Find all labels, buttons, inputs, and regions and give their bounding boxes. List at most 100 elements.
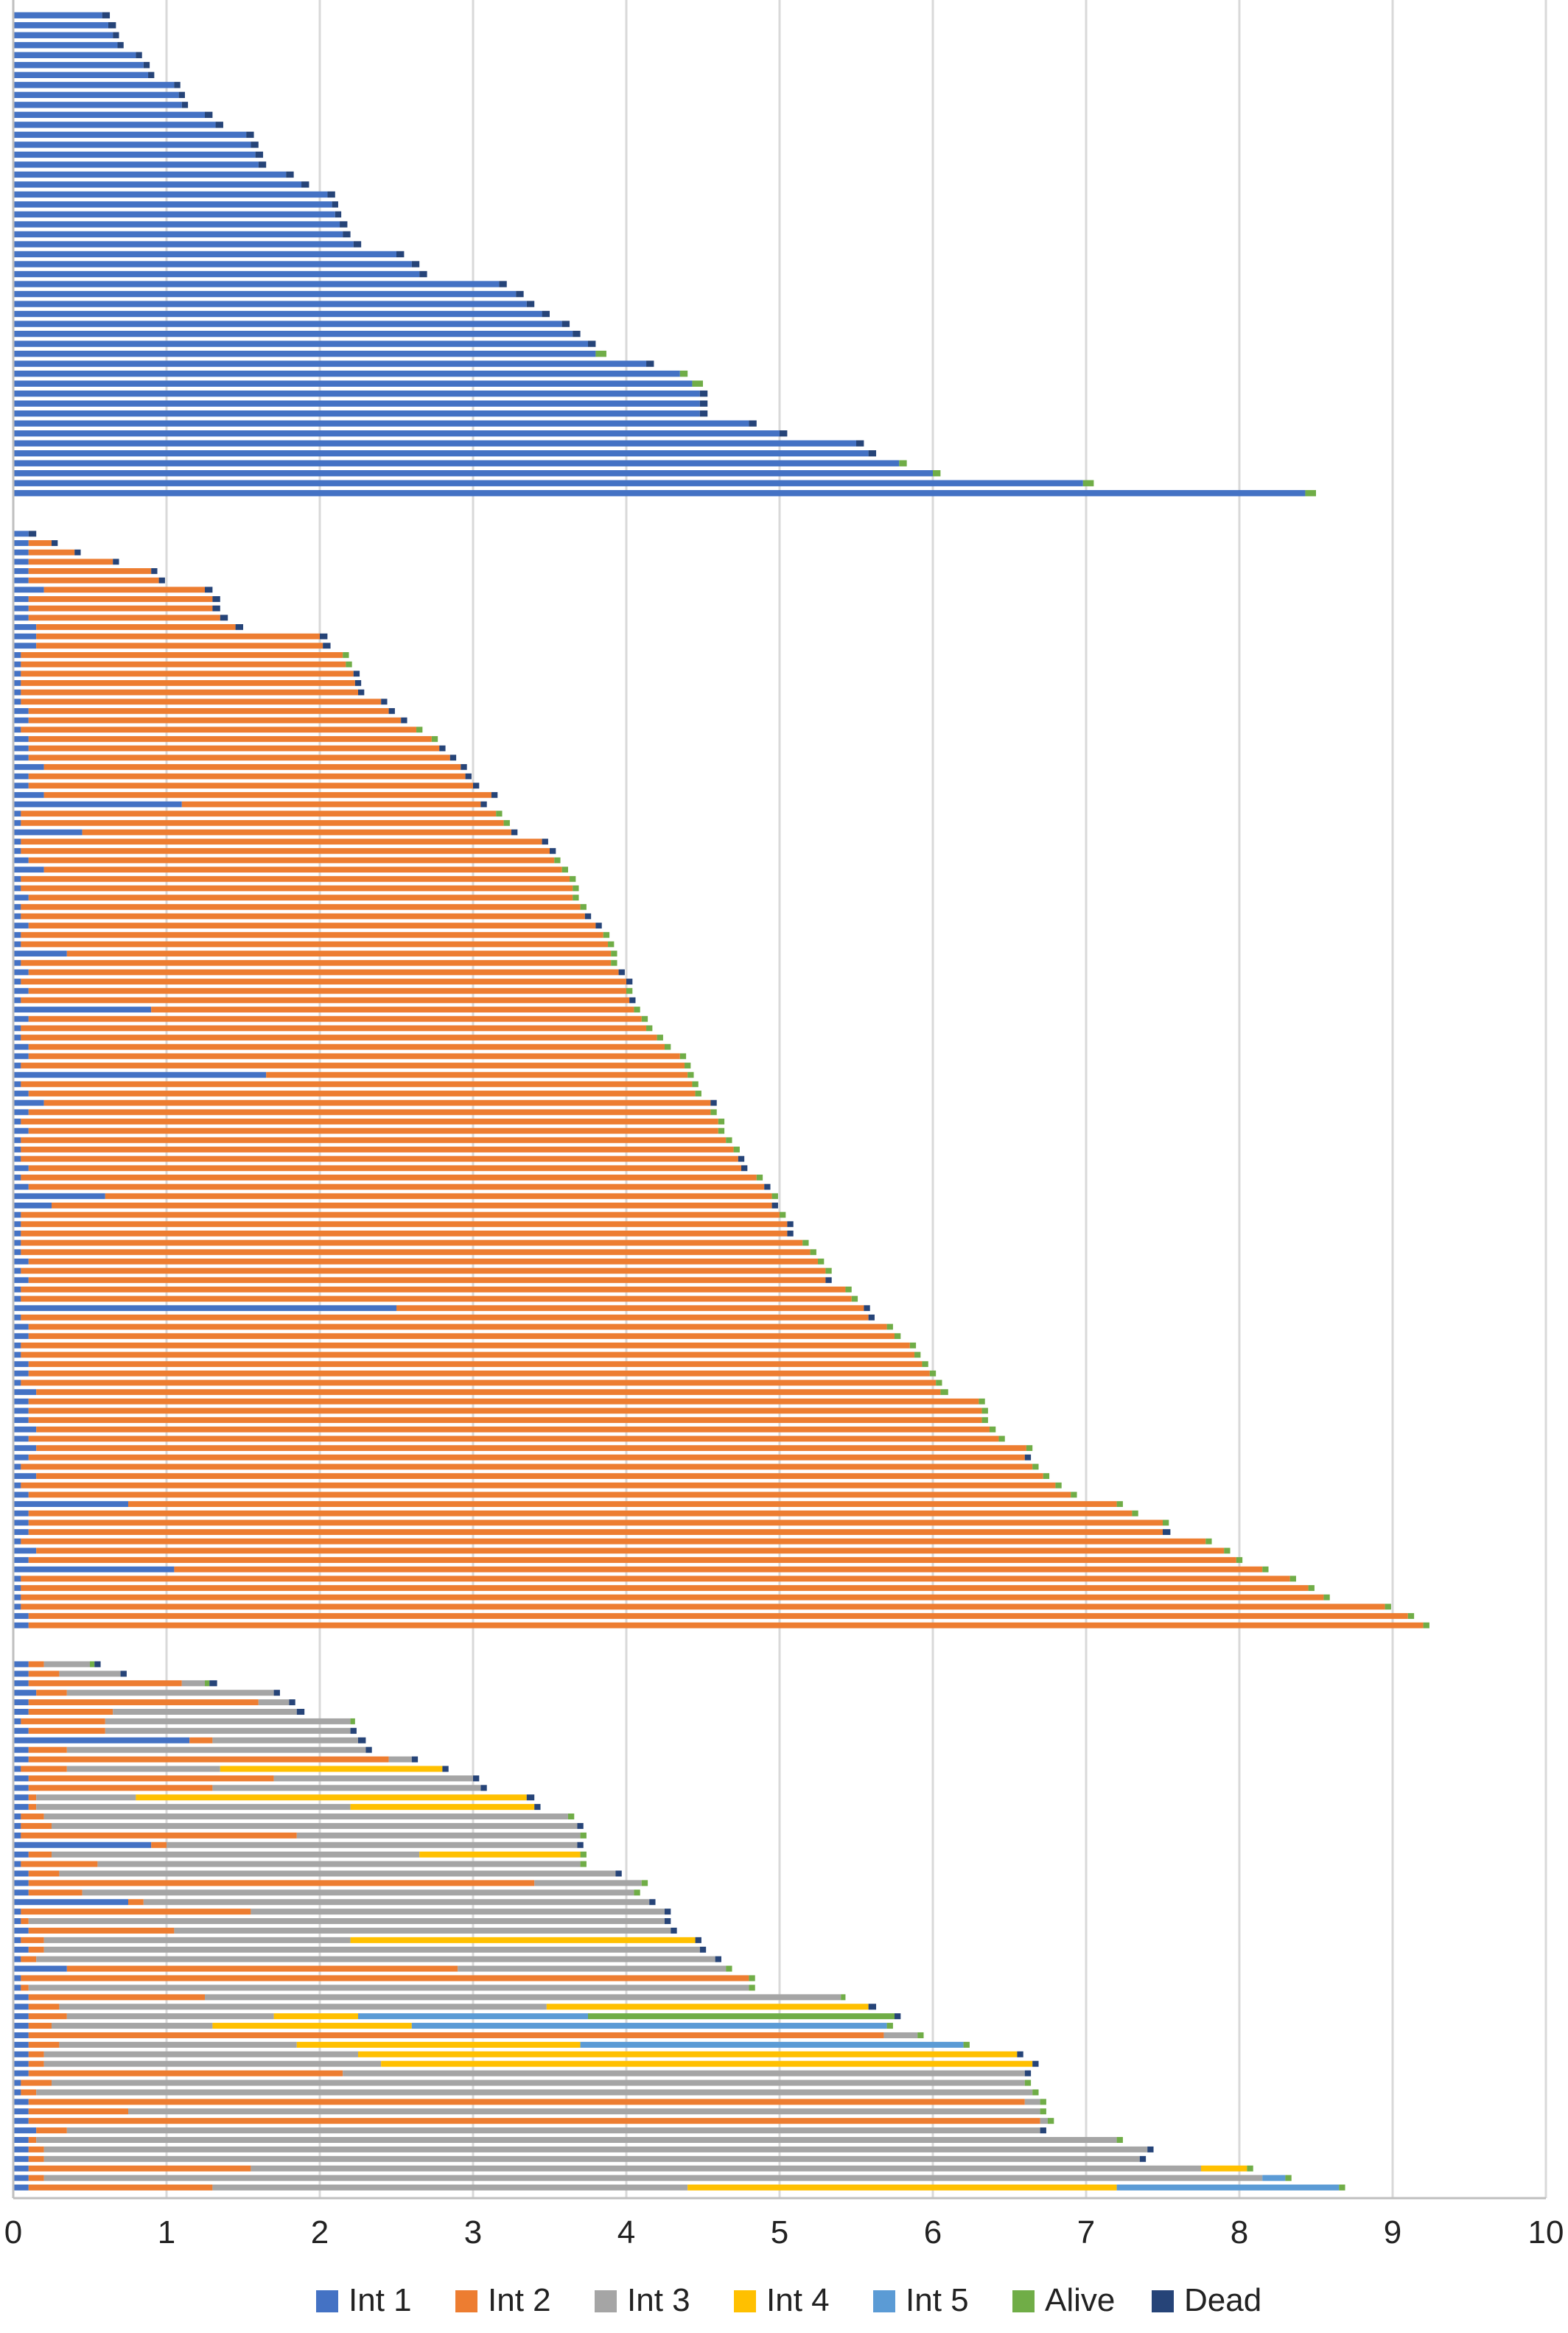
bar-segment	[151, 1841, 167, 1848]
bar-segment	[21, 1975, 749, 1982]
bar-segment	[59, 2004, 547, 2010]
bar-segment	[13, 969, 29, 976]
bar-segment	[1289, 1575, 1296, 1582]
bar-segment	[665, 1043, 671, 1050]
bar-segment	[28, 2032, 884, 2038]
bar-segment	[136, 52, 142, 58]
bar-segment	[52, 2080, 1025, 2086]
bar-segment	[13, 1946, 29, 1953]
bar-segment	[151, 568, 158, 574]
bar-segment	[13, 1832, 21, 1839]
bar-segment	[28, 773, 466, 780]
bar-segment	[13, 1165, 29, 1172]
bar-segment	[174, 1927, 671, 1934]
bar-segment	[13, 301, 527, 307]
bar-segment	[28, 735, 432, 742]
bar-segment	[13, 1137, 21, 1144]
bar-segment	[13, 71, 149, 79]
bar-segment	[21, 1221, 788, 1228]
bar-segment	[13, 1361, 29, 1368]
bar-segment	[577, 1822, 584, 1829]
bar-segment	[499, 281, 507, 287]
bar-segment	[21, 1063, 685, 1068]
bar-segment	[13, 460, 900, 466]
bar-segment	[13, 171, 287, 178]
bar-segment	[43, 1099, 711, 1106]
bar-segment	[36, 2136, 1117, 2143]
bar-segment	[13, 241, 354, 248]
bar-segment	[52, 1202, 772, 1209]
bar-segment	[13, 577, 29, 584]
bar-segment	[1423, 1622, 1429, 1629]
bar-segment	[21, 1813, 44, 1820]
bar-segment	[28, 857, 555, 864]
bar-segment	[13, 1965, 67, 1972]
bar-segment	[13, 82, 175, 88]
bar-segment	[296, 2041, 581, 2048]
bar-segment	[595, 350, 606, 357]
bar-segment	[52, 540, 58, 546]
bar-segment	[28, 596, 213, 602]
bar-segment	[28, 1323, 887, 1330]
bar-segment	[13, 1155, 21, 1162]
bar-segment	[496, 811, 503, 817]
bar-segment	[13, 1230, 21, 1237]
bar-segment	[28, 1785, 213, 1791]
bar-segment	[13, 1766, 21, 1772]
bar-segment	[657, 1035, 663, 1040]
bar-segment	[21, 1249, 811, 1256]
bar-segment	[13, 1482, 21, 1489]
bar-segment	[13, 430, 780, 437]
bar-segment	[21, 2080, 52, 2086]
bar-segment	[21, 679, 355, 686]
bar-segment	[13, 643, 37, 649]
bar-segment	[695, 1091, 701, 1096]
bar-segment	[388, 1756, 412, 1763]
bar-segment	[749, 1975, 755, 1982]
bar-segment	[13, 1370, 29, 1377]
bar-segment	[13, 1119, 21, 1124]
bar-segment	[21, 1175, 757, 1181]
bar-segment	[13, 1333, 29, 1340]
bar-segment	[66, 1766, 220, 1772]
bar-segment	[584, 913, 592, 920]
bar-segment	[13, 380, 693, 387]
bar-segment	[28, 1699, 259, 1706]
bar-segment	[914, 1351, 921, 1358]
bar-segment	[350, 1727, 357, 1734]
bar-segment	[13, 1249, 21, 1256]
bar-segment	[28, 1183, 765, 1190]
bar-segment	[13, 2070, 29, 2077]
bar-segment	[561, 321, 570, 327]
bar-segment	[36, 633, 320, 640]
bar-segment	[28, 755, 450, 761]
bar-segment	[1043, 1473, 1050, 1480]
bar-segment	[13, 330, 573, 337]
bar-segment	[626, 979, 633, 984]
bar-segment	[534, 1804, 541, 1811]
bar-segment	[1132, 1510, 1138, 1517]
bar-segment	[13, 1622, 29, 1629]
bar-segment	[13, 1342, 21, 1349]
bar-segment	[679, 1053, 687, 1060]
bar-segment	[358, 2051, 1018, 2057]
bar-segment	[998, 1435, 1005, 1442]
bar-segment	[205, 587, 213, 593]
bar-segment	[695, 1937, 701, 1943]
bar-segment	[28, 1927, 175, 1934]
bar-segment	[516, 290, 524, 298]
bar-segment	[167, 1841, 578, 1848]
bar-segment	[13, 1994, 29, 2001]
bar-segment	[588, 2013, 895, 2020]
bar-segment	[13, 151, 256, 158]
bar-segment	[28, 1417, 982, 1424]
bar-segment	[963, 2041, 970, 2048]
legend-item: Int 2	[455, 2282, 551, 2318]
bar-segment	[13, 91, 179, 99]
bar-segment	[580, 2041, 964, 2048]
bar-segment	[802, 1239, 809, 1246]
bar-segment	[212, 605, 220, 612]
bar-segment	[13, 1510, 29, 1517]
bar-segment	[28, 1053, 680, 1060]
bar-segment	[13, 2155, 29, 2162]
